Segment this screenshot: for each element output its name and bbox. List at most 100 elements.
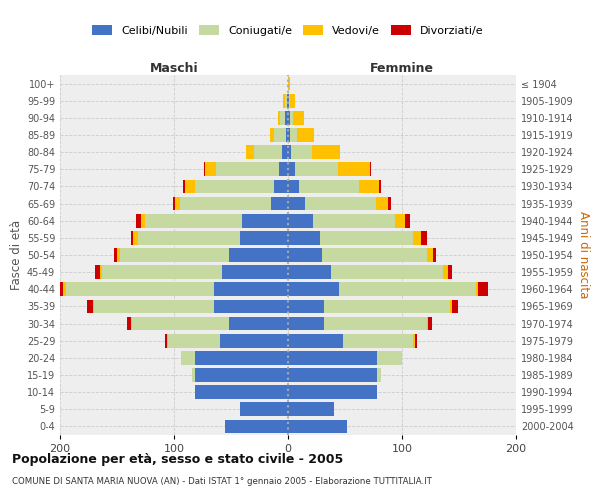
Bar — [240, 402, 288, 416]
Bar — [288, 128, 290, 142]
Bar — [220, 334, 288, 347]
Bar — [288, 386, 377, 399]
Bar — [141, 214, 288, 228]
Bar — [288, 368, 382, 382]
Bar — [283, 94, 288, 108]
Bar — [288, 76, 290, 90]
Bar — [288, 94, 290, 108]
Text: Femmine: Femmine — [370, 62, 434, 75]
Bar — [175, 196, 288, 210]
Bar — [288, 266, 448, 279]
Bar — [127, 316, 288, 330]
Bar — [288, 316, 427, 330]
Bar — [137, 231, 288, 244]
Bar — [288, 266, 331, 279]
Bar — [288, 282, 478, 296]
Bar — [271, 196, 288, 210]
Bar — [278, 111, 288, 124]
Bar — [192, 368, 288, 382]
Bar — [113, 248, 288, 262]
Bar — [288, 180, 359, 194]
Bar — [288, 334, 343, 347]
Bar — [280, 111, 288, 124]
Bar — [192, 368, 288, 382]
Bar — [288, 146, 340, 159]
Bar — [94, 300, 288, 314]
Bar — [288, 402, 334, 416]
Bar — [288, 248, 322, 262]
Bar — [181, 351, 288, 364]
Bar — [288, 196, 391, 210]
Bar — [288, 316, 428, 330]
Bar — [181, 351, 288, 364]
Bar — [288, 196, 376, 210]
Bar — [288, 248, 436, 262]
Bar — [194, 368, 288, 382]
Bar — [288, 128, 314, 142]
Bar — [288, 214, 313, 228]
Bar — [133, 231, 288, 244]
Bar — [288, 146, 340, 159]
Bar — [288, 231, 413, 244]
Bar — [180, 196, 288, 210]
Bar — [100, 266, 288, 279]
Bar — [203, 162, 288, 176]
Bar — [288, 111, 304, 124]
Bar — [214, 300, 288, 314]
Legend: Celibi/Nubili, Coniugati/e, Vedovi/e, Divorziati/e: Celibi/Nubili, Coniugati/e, Vedovi/e, Di… — [88, 21, 488, 40]
Bar — [288, 111, 304, 124]
Bar — [288, 351, 402, 364]
Bar — [274, 180, 288, 194]
Bar — [288, 162, 295, 176]
Bar — [288, 180, 299, 194]
Bar — [226, 420, 288, 434]
Bar — [288, 334, 417, 347]
Bar — [121, 248, 288, 262]
Bar — [288, 282, 487, 296]
Bar — [288, 334, 415, 347]
Bar — [288, 316, 325, 330]
Bar — [229, 248, 288, 262]
Bar — [288, 351, 377, 364]
Bar — [246, 146, 288, 159]
Bar — [131, 316, 288, 330]
Bar — [288, 300, 325, 314]
Bar — [288, 402, 334, 416]
Bar — [194, 386, 288, 399]
Bar — [288, 94, 295, 108]
Bar — [181, 351, 288, 364]
Bar — [284, 111, 288, 124]
Bar — [288, 214, 410, 228]
Bar — [194, 386, 288, 399]
Bar — [288, 316, 431, 330]
Bar — [288, 111, 290, 124]
Bar — [288, 368, 382, 382]
Bar — [288, 231, 421, 244]
Bar — [242, 214, 288, 228]
Bar — [288, 214, 395, 228]
Bar — [194, 180, 288, 194]
Bar — [288, 94, 295, 108]
Bar — [246, 146, 288, 159]
Bar — [226, 420, 288, 434]
Bar — [288, 300, 458, 314]
Bar — [205, 162, 288, 176]
Bar — [287, 94, 288, 108]
Bar — [288, 282, 476, 296]
Bar — [136, 214, 288, 228]
Bar — [288, 368, 382, 382]
Bar — [288, 162, 371, 176]
Bar — [88, 300, 288, 314]
Bar — [288, 300, 450, 314]
Bar — [288, 128, 297, 142]
Bar — [288, 128, 314, 142]
Bar — [288, 386, 377, 399]
Text: Maschi: Maschi — [149, 62, 199, 75]
Bar — [226, 420, 288, 434]
Bar — [288, 180, 382, 194]
Bar — [278, 111, 288, 124]
Bar — [286, 128, 288, 142]
Bar — [145, 214, 288, 228]
Bar — [279, 162, 288, 176]
Bar — [274, 128, 288, 142]
